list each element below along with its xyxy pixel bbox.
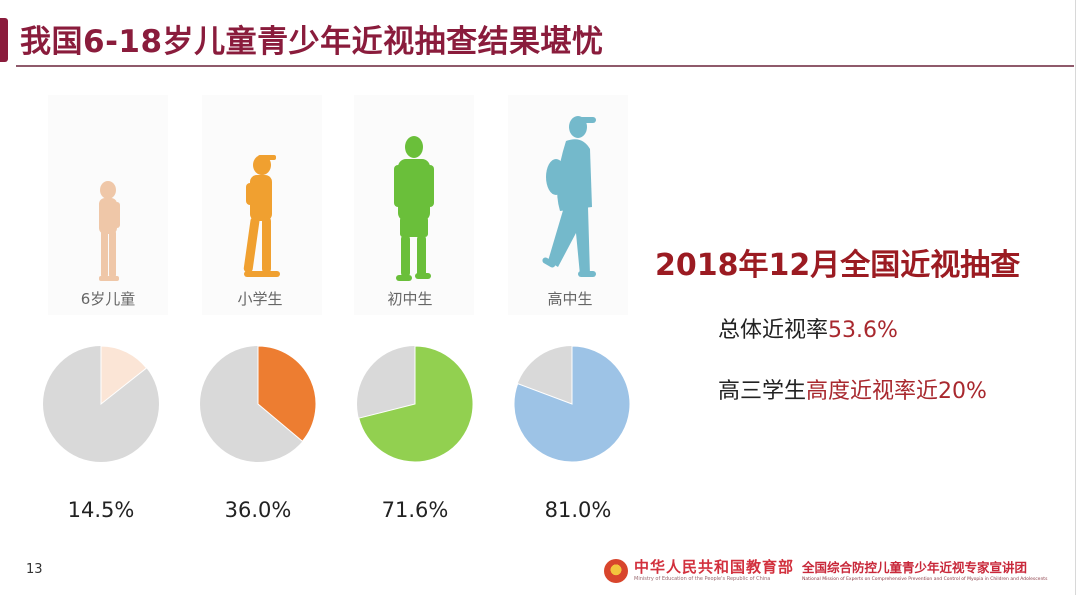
overall-rate-line: 总体近视率53.6% xyxy=(718,312,898,344)
group-label-6yo: 6岁儿童 xyxy=(80,290,136,308)
rate-label-junior: 71.6% xyxy=(381,498,449,522)
survey-heading: 2018年12月全国近视抽查 xyxy=(655,248,1021,283)
rate-label-6yo: 14.5% xyxy=(67,498,135,522)
figure-card-primary xyxy=(202,95,322,315)
overall-rate-value: 53.6% xyxy=(828,318,898,343)
title-accent-bar xyxy=(0,18,8,62)
footer-branding: 中华人民共和国教育部 Ministry of Education of the … xyxy=(604,556,1047,586)
pie-myopia-slice xyxy=(358,345,474,463)
overall-rate-label: 总体近视率 xyxy=(718,318,829,343)
group-label-primary: 小学生 xyxy=(237,290,283,308)
rate-label-primary: 36.0% xyxy=(224,498,292,522)
expert-group-name-en: National Mission of Experts on Comprehen… xyxy=(802,576,1048,582)
pie-chart-primary xyxy=(200,345,317,462)
pie-myopia-slice xyxy=(100,345,148,406)
pie-chart-6yo xyxy=(43,345,159,462)
slide-title: 我国6-18岁儿童青少年近视抽查结果堪忧 xyxy=(20,24,604,60)
slide-edge xyxy=(1075,0,1076,595)
pie-myopia-slice xyxy=(513,345,631,463)
junior-student-silhouette-icon xyxy=(394,136,434,281)
ministry-name-cn: 中华人民共和国教育部 xyxy=(634,558,795,576)
senior-high-label: 高三学生 xyxy=(718,379,807,404)
national-emblem-icon xyxy=(604,559,628,583)
expert-group-name-cn: 全国综合防控儿童青少年近视专家宣讲团 xyxy=(802,559,1028,575)
group-label-senior: 高中生 xyxy=(547,290,593,308)
group-label-junior: 初中生 xyxy=(387,290,433,308)
senior-high-value: 高度近视率近20% xyxy=(806,379,987,404)
pie-myopia-slice xyxy=(257,345,317,443)
ministry-block: 中华人民共和国教育部 Ministry of Education of the … xyxy=(634,559,794,583)
pie-chart-junior xyxy=(357,345,474,463)
ministry-name-en: Ministry of Education of the People's Re… xyxy=(634,576,771,582)
senior-high-myopia-line: 高三学生高度近视率近20% xyxy=(718,373,987,405)
title-divider xyxy=(16,65,1074,67)
senior-student-silhouette-icon xyxy=(542,116,596,277)
pupil-silhouette-icon xyxy=(243,155,280,277)
pie-chart-senior xyxy=(513,345,631,463)
child-silhouette-icon xyxy=(99,181,120,281)
figure-card-6yo xyxy=(48,95,168,315)
expert-group-block: 全国综合防控儿童青少年近视专家宣讲团 National Mission of E… xyxy=(802,560,1047,583)
figure-card-senior xyxy=(508,95,628,315)
page-number: 13 xyxy=(26,562,43,577)
figure-card-junior xyxy=(354,95,474,315)
rate-label-senior: 81.0% xyxy=(544,498,612,522)
